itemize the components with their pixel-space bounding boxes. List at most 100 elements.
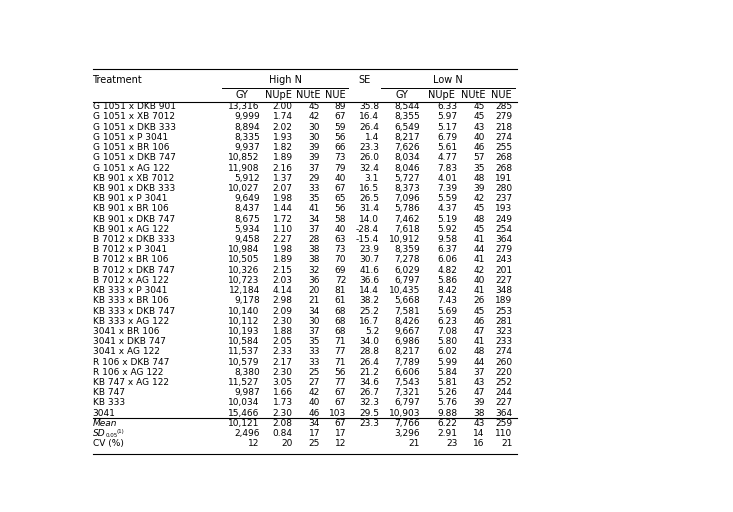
Text: G 1051 x AG 122: G 1051 x AG 122 [93,163,169,173]
Text: 67: 67 [335,388,346,397]
Text: KB 901 x P 3041: KB 901 x P 3041 [93,194,167,203]
Text: 25: 25 [309,368,320,377]
Text: 57: 57 [474,153,485,162]
Text: Treatment: Treatment [92,75,141,86]
Text: 16: 16 [474,439,485,448]
Text: 10,140: 10,140 [229,307,259,315]
Text: -28.4: -28.4 [356,225,379,234]
Text: 30.7: 30.7 [359,255,379,264]
Text: 30: 30 [309,317,320,326]
Text: 1.44: 1.44 [273,204,292,214]
Text: 0.05: 0.05 [106,433,117,438]
Text: R 106 x DKB 747: R 106 x DKB 747 [93,357,169,367]
Text: 7,278: 7,278 [394,255,420,264]
Text: 6,549: 6,549 [394,123,420,132]
Text: 41: 41 [309,204,320,214]
Text: 43: 43 [474,419,485,428]
Text: 69: 69 [335,266,346,274]
Text: 26.4: 26.4 [359,123,379,132]
Text: 12,184: 12,184 [229,286,259,295]
Text: 42: 42 [309,113,320,121]
Text: 23.3: 23.3 [359,419,379,428]
Text: 2.30: 2.30 [273,368,292,377]
Text: 26.7: 26.7 [359,388,379,397]
Text: 56: 56 [335,204,346,214]
Text: 10,435: 10,435 [388,286,420,295]
Text: 8.42: 8.42 [438,286,457,295]
Text: 16.5: 16.5 [359,184,379,193]
Text: 2.09: 2.09 [273,307,292,315]
Text: 63: 63 [335,235,346,244]
Text: 44: 44 [474,357,485,367]
Text: R 106 x AG 122: R 106 x AG 122 [93,368,163,377]
Text: 10,112: 10,112 [229,317,259,326]
Text: 45: 45 [474,204,485,214]
Text: 16.4: 16.4 [359,113,379,121]
Text: 2.03: 2.03 [273,276,292,285]
Text: 5.69: 5.69 [438,307,457,315]
Text: 5.92: 5.92 [438,225,457,234]
Text: 201: 201 [496,266,512,274]
Text: 5,727: 5,727 [394,174,420,183]
Text: 5,668: 5,668 [394,296,420,305]
Text: 279: 279 [496,245,512,254]
Text: 8,373: 8,373 [394,184,420,193]
Text: 28.8: 28.8 [359,347,379,356]
Text: B 7012 x BR 106: B 7012 x BR 106 [93,255,169,264]
Text: 2.07: 2.07 [273,184,292,193]
Text: 67: 67 [335,113,346,121]
Text: 10,121: 10,121 [229,419,259,428]
Text: 10,903: 10,903 [388,409,420,418]
Text: NUE: NUE [325,90,346,99]
Text: 254: 254 [496,225,512,234]
Text: 45: 45 [474,307,485,315]
Text: 4.01: 4.01 [438,174,457,183]
Text: 15,466: 15,466 [229,409,259,418]
Text: 34: 34 [309,419,320,428]
Text: 6,797: 6,797 [394,398,420,408]
Text: 274: 274 [496,133,512,142]
Text: G 1051 x DKB 901: G 1051 x DKB 901 [93,102,176,111]
Text: 8,426: 8,426 [394,317,420,326]
Text: 41: 41 [474,235,485,244]
Text: 5.81: 5.81 [438,378,457,387]
Text: GY: GY [236,90,248,99]
Text: 36: 36 [309,276,320,285]
Text: 29.5: 29.5 [359,409,379,418]
Text: 9,649: 9,649 [234,194,259,203]
Text: 5.97: 5.97 [438,113,457,121]
Text: 5.61: 5.61 [438,143,457,152]
Text: 40: 40 [474,133,485,142]
Text: 281: 281 [496,317,512,326]
Text: 1.74: 1.74 [273,113,292,121]
Text: 21.2: 21.2 [359,368,379,377]
Text: 65: 65 [335,194,346,203]
Text: 8,359: 8,359 [394,245,420,254]
Text: 6.02: 6.02 [438,347,457,356]
Text: 38.2: 38.2 [359,296,379,305]
Text: 6,797: 6,797 [394,276,420,285]
Text: 259: 259 [496,419,512,428]
Text: 5.76: 5.76 [438,398,457,408]
Text: 5.99: 5.99 [438,357,457,367]
Text: 4.37: 4.37 [438,204,457,214]
Text: 6.06: 6.06 [438,255,457,264]
Text: 3041: 3041 [93,409,116,418]
Text: 253: 253 [496,307,512,315]
Text: 89: 89 [335,102,346,111]
Text: 71: 71 [335,337,346,346]
Text: 67: 67 [335,398,346,408]
Text: 32: 32 [309,266,320,274]
Text: 4.14: 4.14 [273,286,292,295]
Text: 31.4: 31.4 [359,204,379,214]
Text: 1.98: 1.98 [273,194,292,203]
Text: 34: 34 [309,215,320,224]
Text: 7,096: 7,096 [394,194,420,203]
Text: 10,852: 10,852 [229,153,259,162]
Text: 38: 38 [309,255,320,264]
Text: 46: 46 [474,143,485,152]
Text: 7,543: 7,543 [394,378,420,387]
Text: 39: 39 [474,398,485,408]
Text: 1.89: 1.89 [273,153,292,162]
Text: 61: 61 [335,296,346,305]
